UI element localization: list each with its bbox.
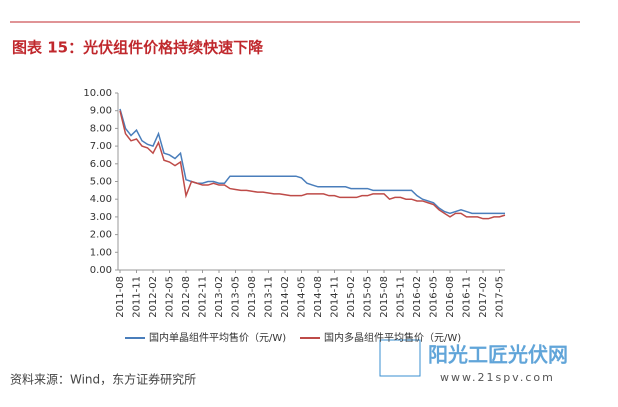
x-tick-label: 2014-05 bbox=[297, 276, 308, 318]
y-tick-label: 8.00 bbox=[90, 123, 112, 134]
x-tick-label: 2014-08 bbox=[313, 276, 324, 318]
source: 资料来源：Wind，东方证券研究所 bbox=[10, 372, 196, 387]
y-tick-label: 1.00 bbox=[90, 247, 112, 258]
x-tick-label: 2017-05 bbox=[495, 276, 506, 318]
x-tick-label: 2016-11 bbox=[462, 276, 473, 318]
y-tick-label: 7.00 bbox=[90, 141, 112, 152]
x-tick-label: 2012-08 bbox=[181, 276, 192, 318]
x-tick-label: 2016-02 bbox=[412, 276, 423, 318]
x-tick-label: 2016-05 bbox=[429, 276, 440, 318]
x-tick-label: 2015-05 bbox=[363, 276, 374, 318]
y-tick-label: 9.00 bbox=[90, 106, 112, 117]
x-tick-label: 2013-02 bbox=[214, 276, 225, 318]
series-line bbox=[119, 110, 506, 220]
x-tick-label: 2013-08 bbox=[247, 276, 258, 318]
x-tick-label: 2011-11 bbox=[132, 276, 143, 318]
watermark-url: www.21spv.com bbox=[440, 371, 555, 384]
y-tick-label: 6.00 bbox=[90, 159, 112, 170]
chart-title: 图表 15：光伏组件价格持续快速下降 bbox=[12, 39, 264, 57]
x-tick-label: 2011-08 bbox=[115, 276, 126, 318]
x-tick-label: 2015-08 bbox=[379, 276, 390, 318]
y-tick-label: 2.00 bbox=[90, 230, 112, 241]
series-line bbox=[119, 108, 505, 215]
y-tick-label: 0.00 bbox=[90, 265, 112, 276]
y-tick-label: 5.00 bbox=[90, 177, 112, 188]
watermark: 阳光工匠光伏网 bbox=[428, 343, 568, 367]
watermark-logo bbox=[379, 339, 421, 377]
x-tick-label: 2014-02 bbox=[280, 276, 291, 318]
x-tick-label: 2016-08 bbox=[445, 276, 456, 318]
legend-label: 国内单晶组件平均售价（元/W) bbox=[149, 331, 286, 344]
x-tick-label: 2012-05 bbox=[165, 276, 176, 318]
x-tick-label: 2015-11 bbox=[396, 276, 407, 318]
legend-label: 国内多晶组件平均售价（元/W) bbox=[324, 331, 461, 344]
x-tick-label: 2012-11 bbox=[198, 276, 209, 318]
x-tick-label: 2014-11 bbox=[330, 276, 341, 318]
y-tick-label: 4.00 bbox=[90, 194, 112, 205]
x-tick-label: 2015-02 bbox=[346, 276, 357, 318]
y-tick-label: 3.00 bbox=[90, 212, 112, 223]
x-tick-label: 2012-02 bbox=[148, 276, 159, 318]
x-tick-label: 2013-05 bbox=[231, 276, 242, 318]
x-tick-label: 2013-11 bbox=[264, 276, 275, 318]
x-tick-label: 2017-02 bbox=[478, 276, 489, 318]
y-tick-label: 10.00 bbox=[83, 88, 112, 99]
